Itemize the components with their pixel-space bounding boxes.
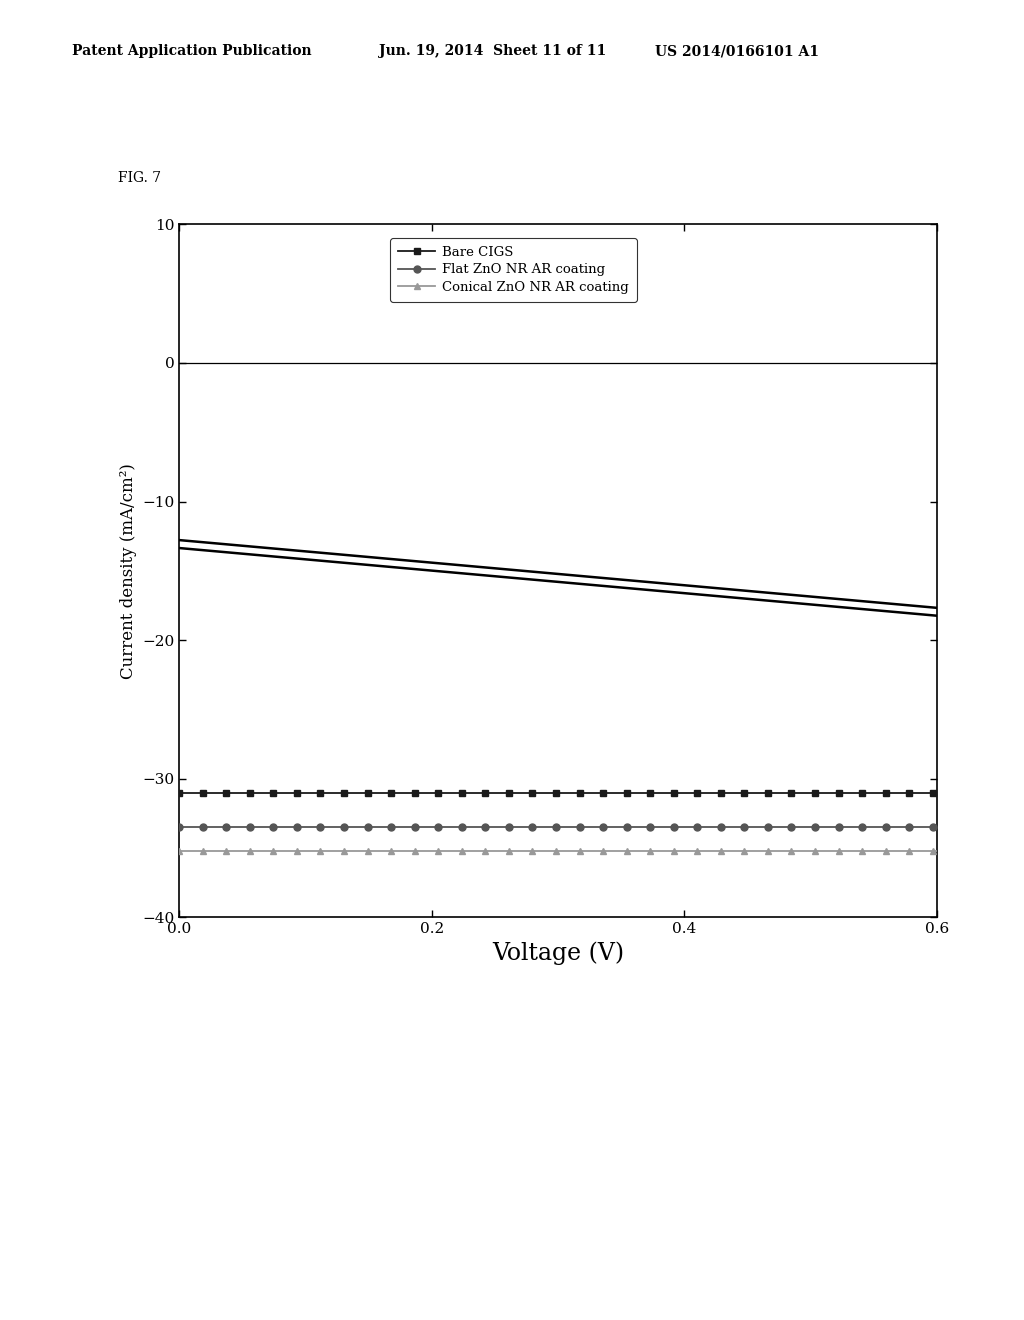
- Conical ZnO NR AR coating: [368, 843, 380, 859]
- X-axis label: Voltage (V): Voltage (V): [492, 941, 625, 965]
- Line: Bare CIGS: Bare CIGS: [176, 789, 940, 796]
- Bare CIGS: [214, 784, 226, 800]
- Line: Conical ZnO NR AR coating: Conical ZnO NR AR coating: [176, 847, 939, 854]
- Flat ZnO NR AR coating: [389, 820, 401, 836]
- Conical ZnO NR AR coating: [359, 843, 372, 859]
- Bare CIGS: [616, 784, 629, 800]
- Text: Patent Application Publication: Patent Application Publication: [72, 45, 311, 58]
- Legend: Bare CIGS, Flat ZnO NR AR coating, Conical ZnO NR AR coating: Bare CIGS, Flat ZnO NR AR coating, Conic…: [390, 238, 637, 302]
- Flat ZnO NR AR coating: [931, 820, 943, 836]
- Conical ZnO NR AR coating: [389, 843, 401, 859]
- Bare CIGS: [368, 784, 380, 800]
- Conical ZnO NR AR coating: [931, 843, 943, 859]
- Text: FIG. 7: FIG. 7: [118, 172, 161, 185]
- Text: Jun. 19, 2014  Sheet 11 of 11: Jun. 19, 2014 Sheet 11 of 11: [379, 45, 606, 58]
- Y-axis label: Current density (mA/cm²): Current density (mA/cm²): [120, 463, 136, 678]
- Bare CIGS: [173, 784, 185, 800]
- Bare CIGS: [389, 784, 401, 800]
- Flat ZnO NR AR coating: [368, 820, 380, 836]
- Text: US 2014/0166101 A1: US 2014/0166101 A1: [655, 45, 819, 58]
- Conical ZnO NR AR coating: [616, 843, 629, 859]
- Flat ZnO NR AR coating: [173, 820, 185, 836]
- Flat ZnO NR AR coating: [359, 820, 372, 836]
- Flat ZnO NR AR coating: [616, 820, 629, 836]
- Bare CIGS: [359, 784, 372, 800]
- Bare CIGS: [379, 784, 391, 800]
- Conical ZnO NR AR coating: [214, 843, 226, 859]
- Bare CIGS: [931, 784, 943, 800]
- Flat ZnO NR AR coating: [214, 820, 226, 836]
- Conical ZnO NR AR coating: [173, 843, 185, 859]
- Line: Flat ZnO NR AR coating: Flat ZnO NR AR coating: [176, 824, 940, 830]
- Flat ZnO NR AR coating: [379, 820, 391, 836]
- Conical ZnO NR AR coating: [379, 843, 391, 859]
